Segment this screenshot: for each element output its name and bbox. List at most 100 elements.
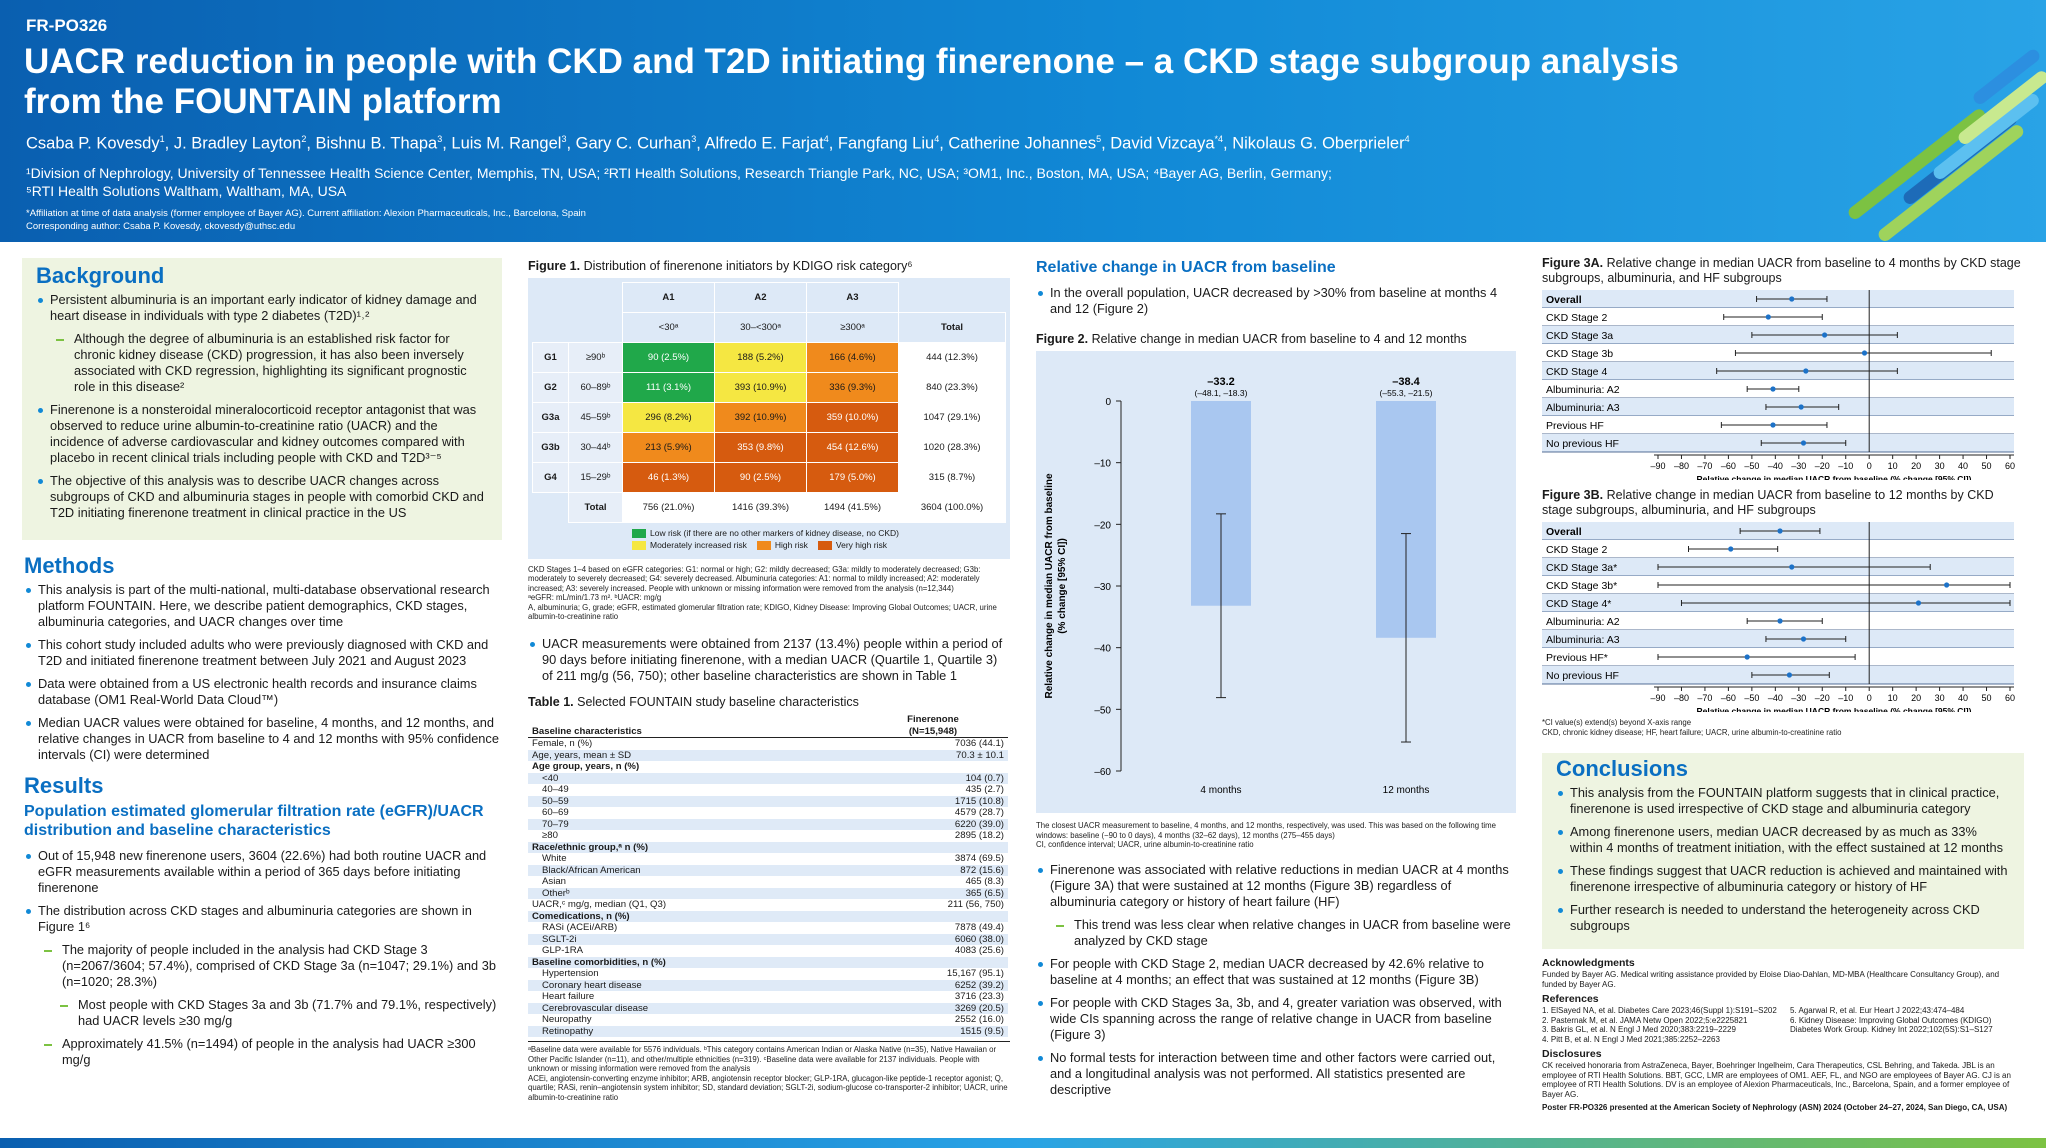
kdigo-row-grade: G4 bbox=[532, 462, 569, 493]
forest-row-label: CKD Stage 2 bbox=[1546, 312, 1607, 324]
table-cell-label: Neuropathy bbox=[542, 1014, 592, 1026]
kdigo-row-grade: G2 bbox=[532, 372, 569, 403]
legend-swatch bbox=[817, 540, 832, 550]
bar-value-label: –38.4 bbox=[1392, 376, 1420, 388]
table-row: 70–79 6220 (39.0) bbox=[528, 818, 1008, 831]
list-item: Most people with CKD Stages 3a and 3b (7… bbox=[24, 997, 500, 1029]
kdigo-table: A1 A2 A3 <30ᵃ 30–<300ᵃ ≥300ᵃ Total G1 ≥90ᵇ 90 (2.… bbox=[532, 282, 1006, 523]
legend-swatch bbox=[632, 528, 646, 538]
kdigo-col-header: A1 bbox=[622, 282, 715, 313]
poster-code: FR-PO326 bbox=[26, 16, 108, 35]
kdigo-col-range: ≥300ᵃ bbox=[806, 312, 899, 343]
author-affiliation-number: 5 bbox=[1096, 134, 1102, 144]
table-row: ≥80 2895 (18.2) bbox=[528, 830, 1008, 842]
kdigo-cell: 188 (5.2%) bbox=[714, 342, 807, 373]
kdigo-cell: 336 (9.3%) bbox=[806, 372, 899, 403]
column-middle-left: Figure 1. Distribution of finerenone ini… bbox=[528, 258, 1010, 1103]
table-cell-label: Age, years, mean ± SD bbox=[528, 749, 858, 762]
forest-row-label: No previous HF bbox=[1546, 670, 1619, 682]
author: Catherine Johannes bbox=[948, 134, 1097, 153]
results-list: Out of 15,948 new finerenone users, 3604… bbox=[24, 848, 500, 1068]
legend-item: Moderately increased risk bbox=[632, 539, 747, 551]
legend-item: Very high risk bbox=[817, 539, 887, 551]
list-item: Approximately 41.5% (n=1494) of people i… bbox=[24, 1036, 500, 1068]
reference-item: 1. ElSayed NA, et al. Diabetes Care 2023… bbox=[1542, 1006, 1777, 1016]
point-estimate bbox=[1798, 404, 1804, 410]
table-cell-value bbox=[858, 841, 1008, 854]
author-affiliation-number: 4 bbox=[934, 134, 940, 144]
point-estimate bbox=[1777, 528, 1783, 534]
acknowledgments-section: Acknowledgments Funded by Bayer AG. Medi… bbox=[1542, 957, 2024, 1113]
point-estimate bbox=[1944, 582, 1950, 588]
affiliations: ¹Division of Nephrology, University of T… bbox=[26, 164, 1526, 200]
author-list: Csaba P. Kovesdy1, J. Bradley Layton2, B… bbox=[26, 134, 1410, 153]
forest-row-label: CKD Stage 4* bbox=[1546, 598, 1611, 610]
point-estimate bbox=[1800, 440, 1807, 446]
kdigo-row: G2 60–89ᵇ 111 (3.1%) 393 (10.9%) 336 (9.3%) 8… bbox=[532, 372, 1006, 403]
kdigo-row-grade: G3a bbox=[532, 402, 569, 433]
table-cell-value: 872 (15.6) bbox=[858, 864, 1008, 877]
list-item: Further research is needed to understand… bbox=[1556, 902, 2010, 934]
table-cell-value: 1515 (9.5) bbox=[858, 1025, 1008, 1038]
table-row: 40–49 435 (2.7) bbox=[528, 784, 1008, 796]
author-affiliation-number: 3 bbox=[437, 134, 443, 144]
author-affiliation-number: 3 bbox=[561, 134, 567, 144]
x-tick-label: –40 bbox=[1768, 461, 1783, 471]
legend-swatch bbox=[632, 540, 646, 550]
x-category-label: 12 months bbox=[1383, 785, 1430, 796]
author-affiliation-number: 2 bbox=[301, 134, 307, 144]
forest-row-label: CKD Stage 3b* bbox=[1546, 580, 1617, 592]
kdigo-total-label: Total bbox=[568, 492, 623, 523]
figure-2-chart: 0 –10 –20 –30 –40 –50 –60 Relative change in me… bbox=[1036, 351, 1516, 813]
table-1-title: Table 1. Selected FOUNTAIN study baselin… bbox=[528, 695, 859, 710]
list-item: Median UACR values were obtained for bas… bbox=[24, 715, 500, 763]
x-tick-label: –70 bbox=[1697, 461, 1712, 471]
kdigo-col-header: A3 bbox=[806, 282, 899, 313]
kdigo-row-total: 1047 (29.1%) bbox=[898, 402, 1006, 433]
baseline-table: Baseline characteristics Finerenone (N=15… bbox=[528, 714, 1008, 1038]
column-left: Background Persistent albuminuria is an … bbox=[22, 258, 502, 1075]
author: Bishnu B. Thapa bbox=[315, 134, 438, 153]
kdigo-cell: 353 (9.8%) bbox=[714, 432, 807, 463]
point-estimate bbox=[1728, 546, 1734, 552]
x-tick-label: –10 bbox=[1838, 461, 1853, 471]
author-affiliation-number: *4 bbox=[1214, 134, 1224, 144]
kdigo-cell: 392 (10.9%) bbox=[714, 402, 807, 433]
x-tick-label: 0 bbox=[1867, 693, 1872, 703]
y-axis-label: Relative change in median UACR from base… bbox=[1044, 473, 1068, 698]
forest-row-label: Albuminuria: A3 bbox=[1546, 402, 1620, 414]
y-tick-label: –30 bbox=[1094, 582, 1111, 593]
relative-change-heading: Relative change in UACR from baseline bbox=[1036, 259, 1336, 276]
x-tick-label: –50 bbox=[1744, 693, 1759, 703]
table-row: White 3874 (69.5) bbox=[528, 853, 1008, 865]
x-tick-label: –30 bbox=[1791, 461, 1806, 471]
kdigo-cell: 166 (4.6%) bbox=[806, 342, 899, 373]
author-affiliation-number: 3 bbox=[691, 134, 697, 144]
x-tick-label: 60 bbox=[2005, 693, 2015, 703]
figure-3b-title: Figure 3B. Relative change in median UAC… bbox=[1542, 488, 1994, 517]
reference-item: 3. Bakris GL, et al. N Engl J Med 2020;3… bbox=[1542, 1025, 1736, 1035]
forest-row-label: Overall bbox=[1546, 294, 1582, 306]
y-tick-label: –20 bbox=[1094, 520, 1111, 531]
footer-bar bbox=[0, 1138, 2046, 1148]
kdigo-col-header: A2 bbox=[714, 282, 807, 313]
methods-section: Methods This analysis is part of the mul… bbox=[22, 540, 502, 763]
bar-value-label: –33.2 bbox=[1207, 376, 1235, 388]
list-item: For people with CKD Stages 3a, 3b, and 4… bbox=[1036, 995, 1516, 1043]
table-cell-value bbox=[858, 910, 1008, 923]
table-row: SGLT-2i 6060 (38.0) bbox=[528, 933, 1008, 946]
figure-3b-forest-plot: Overall CKD Stage 2 CKD Stage 3a* CKD Stage… bbox=[1542, 522, 2024, 712]
table-row: Otherᵇ 365 (6.5) bbox=[528, 887, 1008, 900]
table-cell-label: GLP-1RA bbox=[542, 945, 584, 957]
point-estimate bbox=[1770, 386, 1776, 392]
table-row: Age, years, mean ± SD 70.3 ± 10.1 bbox=[528, 749, 1008, 762]
kdigo-col-range: 30–<300ᵃ bbox=[714, 312, 807, 343]
x-tick-label: –60 bbox=[1721, 461, 1736, 471]
x-tick-label: –40 bbox=[1768, 693, 1783, 703]
kdigo-row-range: 15–29ᵇ bbox=[568, 462, 623, 493]
table-cell-value: 7036 (44.1) bbox=[954, 738, 1004, 750]
list-item: Among finerenone users, median UACR decr… bbox=[1556, 824, 2010, 856]
background-heading: Background bbox=[36, 263, 165, 288]
table-cell-label: Otherᵇ bbox=[528, 887, 858, 900]
x-tick-label: –60 bbox=[1721, 693, 1736, 703]
